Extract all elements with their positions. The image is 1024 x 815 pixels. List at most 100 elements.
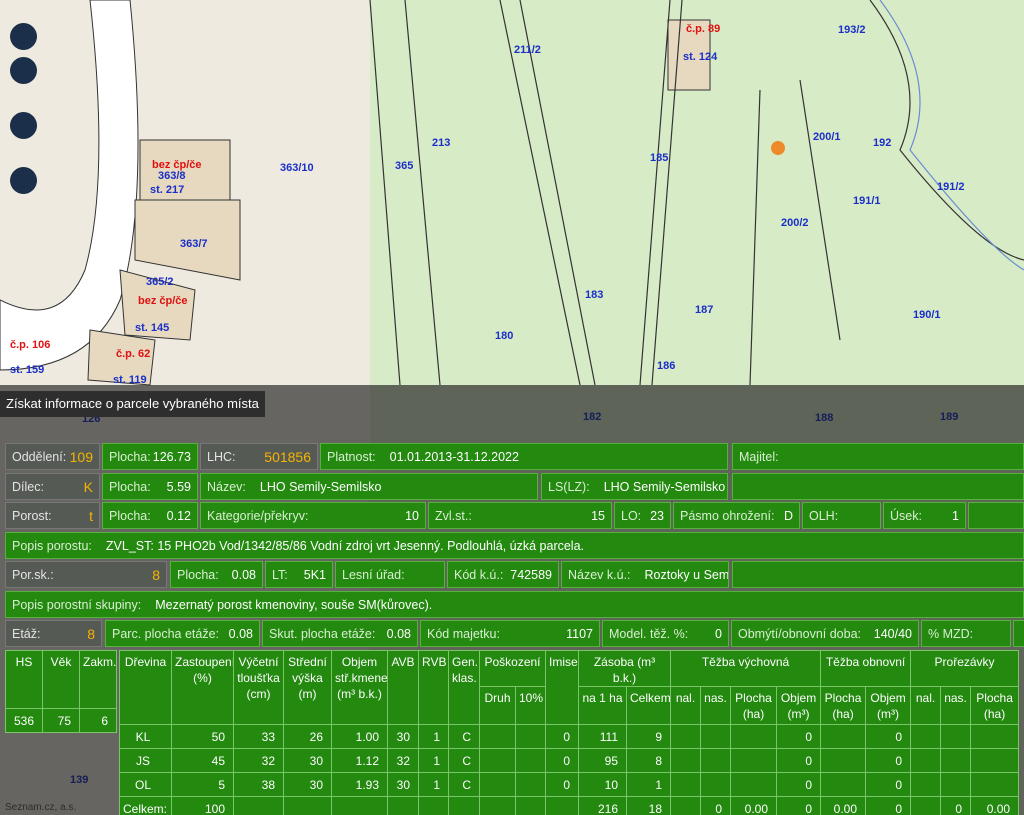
header-cell: nas. bbox=[940, 686, 972, 725]
field-label: Úsek: bbox=[890, 508, 922, 523]
parcel-label: 213 bbox=[432, 137, 450, 149]
table-cell: 6 bbox=[79, 708, 117, 733]
table-cell bbox=[479, 748, 516, 773]
header-cell: Zastoupení (%) bbox=[171, 650, 234, 725]
field-label: Zvl.st.: bbox=[435, 508, 472, 523]
table-cell bbox=[970, 772, 1020, 797]
header-cell: Zásoba (m³ b.k.) bbox=[578, 650, 672, 687]
table-cell: 9 bbox=[626, 724, 672, 749]
table-cell bbox=[730, 748, 778, 773]
search-button[interactable] bbox=[10, 167, 37, 194]
table-cell bbox=[940, 748, 972, 773]
table-cell bbox=[479, 796, 516, 815]
parcel-label: 193/2 bbox=[838, 24, 866, 36]
header-cell: Střední výška (m) bbox=[283, 650, 332, 725]
field-value: 1 bbox=[952, 508, 959, 523]
field-label: Plocha: bbox=[109, 508, 151, 523]
info-field: Název k.ú.: Roztoky u Semil bbox=[561, 561, 729, 588]
field-label: LO: bbox=[621, 508, 642, 523]
table-cell: 1 bbox=[626, 772, 672, 797]
parcel-label: 183 bbox=[585, 289, 603, 301]
field-label: Dílec: bbox=[12, 479, 44, 494]
table-cell: 33 bbox=[233, 724, 284, 749]
parcel-label: st. 124 bbox=[683, 51, 718, 63]
table-cell: 0 bbox=[700, 796, 732, 815]
field-value: 1107 bbox=[566, 626, 593, 641]
field-value: 0 bbox=[715, 626, 722, 641]
table-cell: 536 bbox=[5, 708, 43, 733]
info-field: Majitel: bbox=[732, 443, 1024, 470]
species-table: Dřevina Zastoupení (%) Výčetní tloušťka (c… bbox=[119, 650, 1020, 815]
field-label: Majitel: bbox=[739, 449, 779, 464]
zoom-out-button[interactable] bbox=[10, 57, 37, 84]
parcel-label: 200/2 bbox=[781, 217, 809, 229]
table-cell bbox=[700, 724, 732, 749]
table-cell: C bbox=[448, 772, 480, 797]
field-label: LHC: bbox=[207, 449, 236, 464]
field-label: Oddělení: bbox=[12, 449, 67, 464]
field-label: % MZD: bbox=[928, 626, 974, 641]
field-value: 0.12 bbox=[166, 508, 191, 523]
field-label: Plocha: bbox=[109, 479, 151, 494]
table-cell: 1.00 bbox=[331, 724, 388, 749]
table-cell bbox=[730, 772, 778, 797]
table-cell: 45 bbox=[171, 748, 234, 773]
field-label: Název k.ú.: bbox=[568, 567, 631, 582]
info-field: LS(LZ): LHO Semily-Semilsko bbox=[541, 473, 728, 500]
table-cell: 30 bbox=[283, 748, 332, 773]
stand-table: HS Věk Zakm. 536 75 6 bbox=[5, 650, 117, 733]
table-cell bbox=[479, 772, 516, 797]
field-value: 23 bbox=[650, 508, 664, 523]
header-cell: nal. bbox=[910, 686, 942, 725]
header-cell: Plocha (ha) bbox=[820, 686, 867, 725]
header-cell: Imise bbox=[545, 650, 580, 725]
table-cell: 0 bbox=[776, 724, 822, 749]
field-value: 01.01.2013-31.12.2022 bbox=[389, 449, 519, 464]
header-cell: Objem stř.kmene (m³ b.k.) bbox=[331, 650, 388, 725]
table-cell bbox=[670, 724, 702, 749]
field-value: ZVL_ST: 15 PHO2b Vod/1342/85/86 Vodní zd… bbox=[105, 538, 585, 553]
field-value: 0.08 bbox=[231, 567, 256, 582]
table-cell bbox=[545, 796, 580, 815]
info-field: Plocha: 0.12 bbox=[102, 502, 198, 529]
info-field: Popis porostu: ZVL_ST: 15 PHO2b Vod/1342/… bbox=[5, 532, 1024, 559]
field-label: Kód k.ú.: bbox=[454, 567, 504, 582]
tooltip: Získat informace o parcele vybraného mís… bbox=[0, 391, 265, 417]
table-cell: OL bbox=[119, 772, 172, 797]
table-cell bbox=[940, 724, 972, 749]
header-cell: Poškození bbox=[478, 650, 547, 687]
table-cell: 0.00 bbox=[730, 796, 778, 815]
field-label: Etáž: bbox=[12, 626, 41, 641]
zoom-in-button[interactable] bbox=[10, 23, 37, 50]
parcel-label: 191/2 bbox=[937, 181, 965, 193]
header-row: Dřevina Zastoupení (%) Výčetní tloušťka (c… bbox=[119, 650, 1020, 725]
header-cell: Výčetní tloušťka (cm) bbox=[233, 650, 284, 725]
header-cell: 10% bbox=[514, 686, 547, 725]
table-cell bbox=[479, 724, 516, 749]
table-cell bbox=[820, 724, 867, 749]
header-cell: Těžba výchovná bbox=[670, 650, 822, 687]
info-field: Plocha: 126.73 bbox=[102, 443, 198, 470]
header-cell: Věk bbox=[42, 650, 80, 709]
field-value: D bbox=[783, 508, 793, 523]
parcel-label: 187 bbox=[695, 304, 713, 316]
field-value: LHO Semily-Semilsko bbox=[259, 479, 382, 494]
field-label: Model. těž. %: bbox=[609, 626, 689, 641]
field-value: 5.59 bbox=[166, 479, 191, 494]
field-label: Kód majetku: bbox=[427, 626, 500, 641]
field-label: Obmýtí/obnovní doba: bbox=[738, 626, 861, 641]
empty-cell bbox=[1013, 620, 1024, 647]
info-field: Oddělení: 109 bbox=[5, 443, 100, 470]
table-cell: 1 bbox=[418, 748, 449, 773]
header-cell: Celkem bbox=[626, 686, 672, 725]
table-cell: 0 bbox=[940, 796, 972, 815]
parcel-label: bez čp/če bbox=[152, 159, 202, 171]
table-cell bbox=[910, 724, 942, 749]
info-field: LO: 23 bbox=[614, 502, 671, 529]
info-field: LHC: 501856 bbox=[200, 443, 318, 470]
table-cell: 0 bbox=[865, 796, 912, 815]
field-value: 109 bbox=[69, 448, 93, 465]
layers-button[interactable] bbox=[10, 112, 37, 139]
field-label: OLH: bbox=[809, 508, 839, 523]
table-cell: 0 bbox=[545, 724, 580, 749]
